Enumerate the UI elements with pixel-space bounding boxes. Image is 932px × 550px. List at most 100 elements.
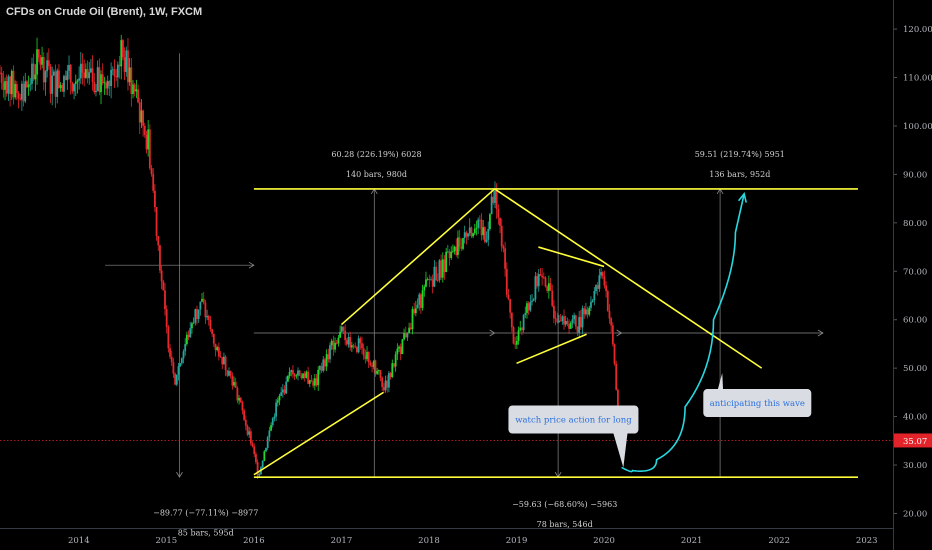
candle-body: [446, 251, 449, 253]
candle-body: [457, 237, 459, 255]
candle-body: [147, 129, 150, 150]
candle-body: [502, 246, 505, 249]
candle-body: [66, 70, 69, 81]
candle-body: [41, 56, 43, 65]
candle-body: [162, 281, 165, 291]
candle-body: [19, 98, 22, 100]
candle-body: [224, 356, 227, 371]
candle-body: [478, 219, 481, 221]
candle-body: [118, 64, 121, 67]
candle-body: [12, 70, 15, 98]
candle-body: [349, 336, 352, 348]
candle-body: [169, 348, 171, 357]
candle-body: [54, 71, 57, 97]
candle-body: [297, 370, 299, 376]
candle-body: [42, 56, 45, 83]
measure-arrowhead-h-0: [248, 261, 255, 269]
candle-body: [546, 286, 549, 291]
candle-body: [4, 81, 6, 90]
candle-body: [379, 370, 382, 378]
candle-body: [369, 362, 372, 366]
candle-body: [475, 227, 478, 229]
candle-body: [398, 346, 400, 349]
candle-body: [83, 72, 86, 78]
candle-body: [485, 239, 488, 242]
time-axis-divider: [0, 528, 893, 529]
candle-body: [613, 344, 616, 364]
candle-body: [0, 72, 3, 83]
candle-body: [120, 40, 123, 67]
candle-body: [165, 309, 168, 328]
candle-body: [408, 327, 411, 334]
candle-body: [386, 380, 389, 388]
candle-body: [551, 290, 554, 306]
candle-body: [497, 209, 500, 218]
candle-body: [261, 460, 264, 468]
candle-body: [98, 67, 101, 93]
candle-body: [266, 437, 269, 448]
candle-body: [228, 371, 230, 376]
candle-body: [37, 49, 40, 58]
candle-body: [561, 316, 564, 322]
candle-body: [367, 351, 370, 363]
candle-body: [209, 319, 212, 330]
candle-body: [330, 340, 333, 346]
candle-body: [345, 340, 348, 345]
candle-body: [184, 344, 187, 352]
candle-body: [88, 72, 91, 79]
candle-body: [340, 326, 343, 332]
candle-body: [510, 312, 513, 328]
candle-body: [256, 462, 259, 476]
candle-body: [194, 309, 197, 323]
candle-body: [544, 277, 547, 287]
candle-body: [322, 359, 325, 371]
candle-body: [22, 83, 25, 102]
measure-label-0: −89.77 (−77.11%) −8977: [153, 508, 258, 517]
candle-body: [482, 227, 485, 236]
candle-body: [249, 431, 252, 444]
callout-text-1: anticipating this wave: [710, 399, 805, 409]
candle-body: [234, 381, 237, 388]
candle-body: [84, 69, 87, 78]
candle-body: [96, 67, 99, 91]
candle-body: [406, 333, 409, 338]
candle-body: [197, 309, 200, 320]
candle-body: [310, 380, 313, 382]
candle-body: [287, 375, 289, 382]
candle-body: [539, 274, 542, 276]
candle-body: [47, 60, 50, 67]
candle-body: [140, 110, 143, 123]
candle-body: [350, 345, 353, 348]
candle-body: [133, 84, 136, 92]
candle-body: [164, 290, 166, 310]
candle-body: [532, 299, 535, 301]
candle-body: [512, 327, 515, 344]
candle-body: [423, 286, 426, 291]
candle-body: [31, 63, 33, 84]
candle-body: [335, 342, 338, 344]
candle-body: [127, 50, 129, 83]
candle-body: [507, 294, 510, 299]
candle-body: [108, 80, 111, 87]
candle-body: [185, 334, 188, 345]
candle-body: [354, 346, 357, 348]
candle-body: [438, 260, 441, 281]
candle-body: [270, 425, 272, 431]
candle-body: [2, 82, 5, 90]
candle-body: [553, 305, 555, 319]
candle-body: [401, 339, 404, 355]
candle-body: [64, 75, 67, 81]
candle-body: [593, 291, 596, 301]
callout-box-1: [703, 389, 812, 418]
candle-body: [217, 347, 220, 357]
candle-body: [453, 246, 456, 252]
candle-body: [499, 217, 501, 226]
candle-body: [547, 283, 550, 291]
candle-body: [142, 110, 145, 126]
candle-body: [534, 276, 537, 300]
candle-body: [105, 82, 107, 89]
x-tick-label-5: 2019: [506, 536, 528, 546]
candle-body: [155, 206, 158, 237]
candle-body: [160, 270, 163, 282]
